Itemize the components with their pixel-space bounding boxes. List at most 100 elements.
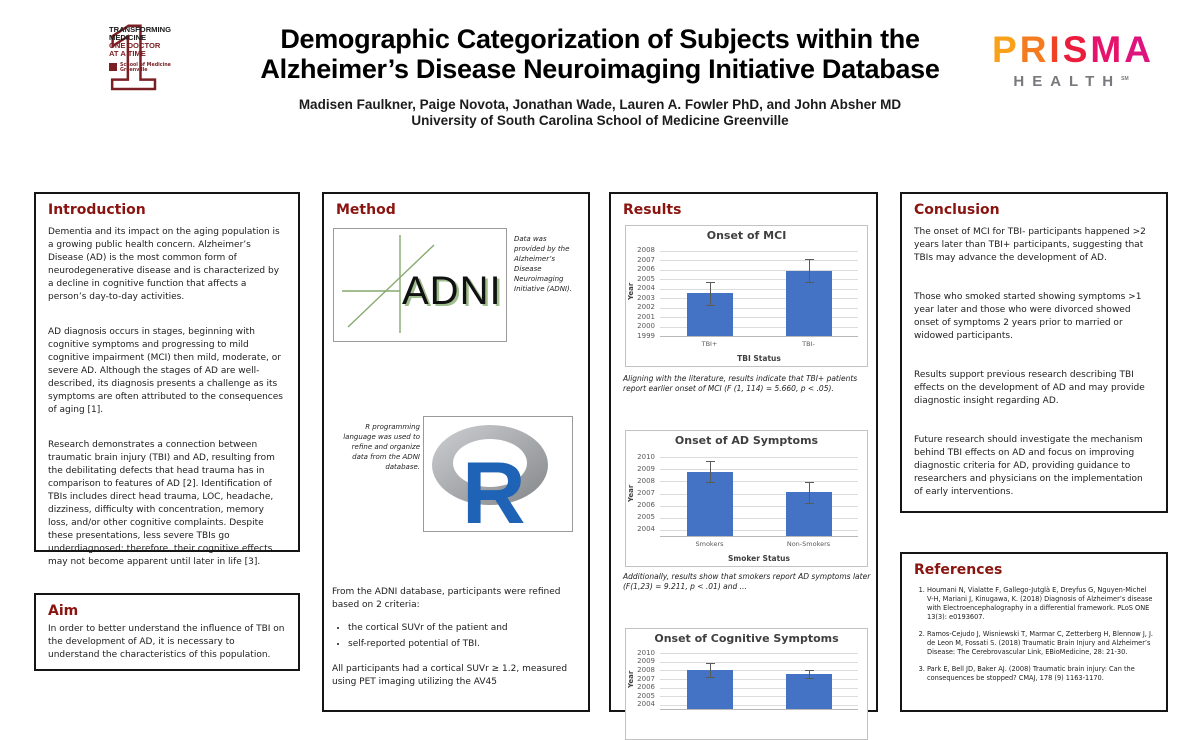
error-bar (709, 461, 711, 482)
error-bar (709, 662, 711, 678)
y-tick-label: 2010 (637, 452, 655, 461)
chart-title: Onset of Cognitive Symptoms (654, 632, 839, 645)
method-criteria-list: the cortical SUVr of the patient and sel… (336, 622, 576, 651)
references-list: Houmani N, Vialatte F, Gallego-Jutglà E,… (914, 586, 1154, 683)
x-tick-label: TBI- (802, 340, 815, 348)
r-caption: R programming language was used to refin… (343, 423, 420, 471)
gridline (660, 326, 858, 328)
gridline (660, 469, 858, 471)
gridline (660, 279, 858, 281)
error-cap-top (705, 662, 715, 664)
reference-2: Ramos-Cejudo J, Wisniewski T, Marmar C, … (927, 630, 1154, 657)
gridline (660, 307, 858, 309)
y-axis-label: Year (627, 282, 635, 300)
error-bar (808, 670, 810, 678)
som-logo-line3: ONE DOCTOR (109, 41, 161, 50)
error-cap-bottom (804, 502, 814, 504)
y-tick-label: 2005 (637, 274, 655, 283)
y-tick-label: 2009 (637, 464, 655, 473)
prisma-health-label: HEALTH (1013, 73, 1122, 90)
aim-box: Aim In order to better understand the in… (34, 593, 300, 671)
chart-title: Onset of MCI (706, 229, 787, 242)
error-cap-bottom (804, 677, 814, 679)
introduction-paragraph-1: Dementia and its impact on the aging pop… (48, 227, 280, 302)
x-tick-label: Smokers (695, 540, 724, 548)
chart-onset-of-ad-symptoms-caption: Additionally, results show that smokers … (623, 572, 871, 591)
y-tick-label: 2006 (637, 265, 655, 274)
x-axis-title: Smoker Status (728, 554, 790, 563)
conclusion-heading: Conclusion (914, 202, 1000, 218)
conclusion-box: Conclusion The onset of MCI for TBI- par… (900, 192, 1168, 513)
adni-logo-graphic: ADNI ADNI (342, 235, 505, 333)
y-axis-label: Year (627, 670, 635, 688)
error-cap-top (804, 259, 814, 261)
introduction-paragraph-2: AD diagnosis occurs in stages, beginning… (48, 327, 283, 415)
y-tick-label: 2008 (637, 476, 655, 485)
y-tick-label: 2000 (637, 322, 655, 330)
y-tick-label: 2004 (637, 525, 655, 534)
gridline (660, 653, 858, 655)
som-school-line1: School of Medicine (120, 63, 171, 68)
introduction-paragraph-3: Research demonstrates a connection betwe… (48, 440, 275, 567)
gridline (660, 517, 858, 519)
error-bar (808, 259, 810, 282)
adni-caption: Data was provided by the Alzheimer’s Dis… (514, 235, 572, 293)
svg-text:ADNI: ADNI (405, 271, 505, 315)
reference-3: Park E, Bell JD, Baker AJ. (2008) Trauma… (927, 665, 1154, 683)
chart-onset-of-mci-caption: Aligning with the literature, results in… (623, 374, 858, 393)
references-box: References Houmani N, Vialatte F, Galleg… (900, 552, 1168, 712)
error-bar (709, 282, 711, 305)
gridline (660, 670, 858, 672)
prisma-letter: A (1124, 29, 1154, 70)
y-tick-label: 2006 (637, 501, 655, 510)
prisma-letter: P (992, 29, 1020, 70)
gridline (660, 529, 858, 531)
y-tick-label: 2001 (637, 312, 655, 321)
gridline (660, 457, 858, 459)
method-suvr-text: All participants had a cortical SUVr ≥ 1… (332, 664, 568, 687)
prisma-letter: M (1090, 29, 1125, 70)
som-logo-numeral: 1 (105, 7, 159, 109)
error-cap-top (705, 461, 715, 463)
gridline (660, 250, 858, 252)
r-logo: R (423, 416, 573, 542)
poster: { "accent_heading_color": "#8a1410", "he… (0, 0, 1200, 675)
conclusion-paragraph-3: Results support previous research descri… (914, 370, 1145, 406)
chart-title: Onset of AD Symptoms (674, 434, 819, 447)
method-criteria-intro: From the ADNI database, participants wer… (332, 587, 561, 610)
poster-authors: Madisen Faulkner, Paige Novota, Jonathan… (298, 97, 902, 112)
gridline (660, 661, 858, 663)
gridline (660, 317, 858, 319)
error-cap-top (804, 670, 814, 671)
x-axis-line (660, 336, 858, 337)
prisma-wordmark: PRISMA (992, 29, 1151, 70)
prisma-health-logo: PRISMA HEALTHSM (992, 29, 1151, 91)
y-tick-label: 2008 (637, 665, 655, 674)
poster-title-line2: Alzheimer’s Disease Neuroimaging Initiat… (260, 54, 940, 84)
poster-affiliation: University of South Carolina School of M… (411, 113, 789, 128)
y-tick-label: 2007 (637, 255, 655, 264)
aim-text: In order to better understand the influe… (48, 624, 285, 660)
gridline (660, 481, 858, 483)
y-tick-label: 2004 (637, 284, 655, 293)
y-axis-label: Year (627, 484, 635, 503)
prisma-sm-mark: SM (1121, 76, 1129, 82)
y-tick-label: 2010 (637, 648, 655, 657)
error-bar (808, 482, 810, 503)
prisma-health-text: HEALTHSM (992, 73, 1150, 90)
x-axis-line (660, 536, 858, 537)
introduction-heading: Introduction (48, 202, 146, 218)
som-logo-line1: TRANSFORMING (109, 25, 172, 34)
y-tick-label: 1999 (637, 331, 655, 340)
x-axis-line (660, 709, 858, 710)
introduction-box: Introduction Dementia and its impact on … (34, 192, 300, 567)
conclusion-paragraph-4: Future research should investigate the m… (914, 435, 1143, 497)
gridline (660, 298, 858, 300)
reference-1: Houmani N, Vialatte F, Gallego-Jutglà E,… (927, 586, 1154, 622)
x-tick-label: Non-Smokers (786, 540, 831, 548)
x-tick-label: TBI+ (701, 340, 718, 348)
y-tick-label: 2007 (637, 489, 655, 497)
som-school-mark-icon (109, 63, 117, 71)
results-heading: Results (623, 202, 682, 218)
som-logo: 1 TRANSFORMING MEDICINE ONE DOCTOR AT A … (76, 7, 216, 115)
